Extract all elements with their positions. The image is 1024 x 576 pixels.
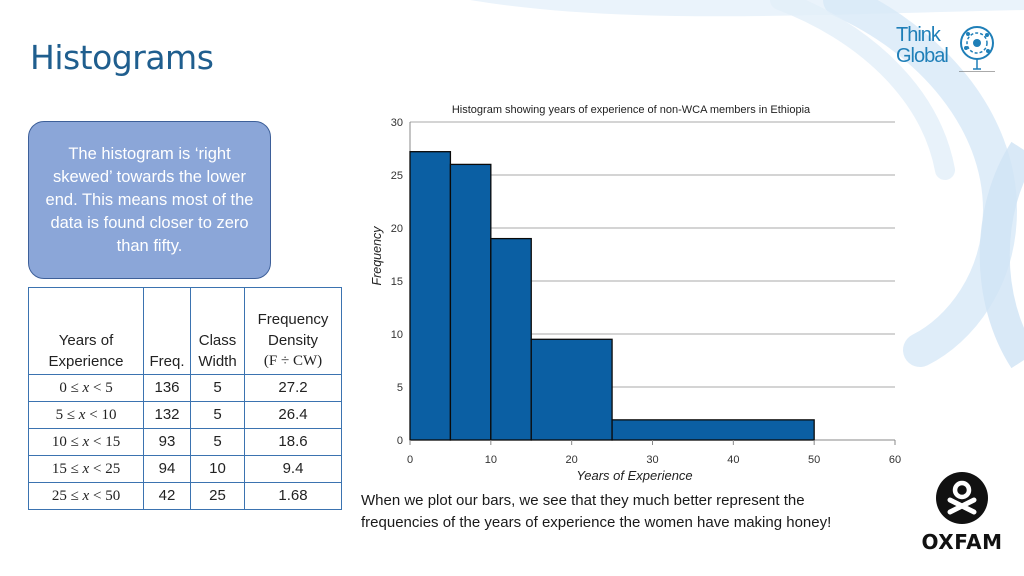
callout-text: The histogram is ‘right skewed’ towards … bbox=[45, 144, 254, 255]
table-row: 10 ≤ x < 15 93 5 18.6 bbox=[28, 428, 342, 456]
chart-title: Histogram showing years of experience of… bbox=[452, 104, 811, 116]
chart-caption: When we plot our bars, we see that they … bbox=[361, 492, 832, 531]
interval-cell: 15 ≤ x < 25 bbox=[28, 455, 144, 483]
freq-cell: 42 bbox=[143, 482, 191, 510]
freq-cell: 132 bbox=[143, 401, 191, 429]
table-row: 0 ≤ x < 5 136 5 27.2 bbox=[28, 374, 342, 402]
think-global-wordmark: Think Global bbox=[896, 24, 949, 67]
y-axis-label: Frequency bbox=[370, 226, 384, 286]
interval-cell: 0 ≤ x < 5 bbox=[28, 374, 144, 402]
freq-cell: 94 bbox=[143, 455, 191, 483]
frequency-table: Years of Experience Freq. Class Width Fr… bbox=[28, 287, 342, 510]
table-header-row: Years of Experience Freq. Class Width Fr… bbox=[28, 287, 342, 375]
header-fd-line2: Density bbox=[267, 332, 319, 349]
class-width-cell: 5 bbox=[190, 401, 245, 429]
header-fd-line3: (F ÷ CW) bbox=[263, 353, 323, 369]
histogram-bar bbox=[449, 163, 492, 441]
header-cw-line2: Width bbox=[198, 353, 237, 370]
globe-icon bbox=[959, 26, 995, 72]
think-global-line2: Global bbox=[896, 45, 949, 67]
x-tick-label: 60 bbox=[889, 454, 901, 466]
y-tick-label: 25 bbox=[391, 170, 403, 182]
y-tick-label: 0 bbox=[397, 435, 403, 447]
histogram-bar bbox=[611, 419, 815, 441]
header-fd-line1: Frequency bbox=[257, 311, 329, 328]
histogram-chart: 0 5 10 15 20 25 30 0 10 20 30 40 50 60 Histogram showi… bbox=[370, 104, 901, 483]
freq-cell: 93 bbox=[143, 428, 191, 456]
oxfam-wordmark: OXFAM bbox=[921, 530, 1003, 554]
x-tick-label: 50 bbox=[808, 454, 820, 466]
table-row: 25 ≤ x < 50 42 25 1.68 bbox=[28, 482, 342, 510]
y-tick-label: 30 bbox=[391, 117, 403, 129]
density-cell: 26.4 bbox=[244, 401, 342, 429]
slide-title: Histograms bbox=[30, 38, 214, 77]
class-width-cell: 5 bbox=[190, 374, 245, 402]
x-tick-label: 30 bbox=[646, 454, 658, 466]
class-width-cell: 25 bbox=[190, 482, 245, 510]
density-cell: 1.68 bbox=[244, 482, 342, 510]
y-tick-label: 5 bbox=[397, 382, 403, 394]
x-tick-label: 0 bbox=[407, 454, 413, 466]
header-years-of-experience: Years of Experience bbox=[28, 287, 144, 375]
density-cell: 27.2 bbox=[244, 374, 342, 402]
header-years-line2: Experience bbox=[48, 353, 124, 370]
class-width-cell: 10 bbox=[190, 455, 245, 483]
table-row: 5 ≤ x < 10 132 5 26.4 bbox=[28, 401, 342, 429]
interval-cell: 5 ≤ x < 10 bbox=[28, 401, 144, 429]
header-freq: Freq. bbox=[143, 287, 191, 375]
class-width-cell: 5 bbox=[190, 428, 245, 456]
header-frequency-density: Frequency Density (F ÷ CW) bbox=[244, 287, 342, 375]
table-row: 15 ≤ x < 25 94 10 9.4 bbox=[28, 455, 342, 483]
y-tick-label: 20 bbox=[391, 223, 403, 235]
density-cell: 18.6 bbox=[244, 428, 342, 456]
x-axis-label: Years of Experience bbox=[576, 468, 692, 483]
oxfam-person-icon bbox=[936, 472, 988, 524]
interval-cell: 25 ≤ x < 50 bbox=[28, 482, 144, 510]
header-years-line1: Years of bbox=[58, 332, 114, 349]
histogram-bar bbox=[530, 338, 613, 441]
y-tick-label: 10 bbox=[391, 329, 403, 341]
think-global-line1: Think bbox=[896, 24, 941, 46]
oxfam-logo: OXFAM bbox=[920, 470, 1004, 560]
header-cw-line1: Class bbox=[198, 332, 237, 349]
header-class-width: Class Width bbox=[190, 287, 245, 375]
x-tick-label: 20 bbox=[566, 454, 578, 466]
interval-cell: 10 ≤ x < 15 bbox=[28, 428, 144, 456]
density-cell: 9.4 bbox=[244, 455, 342, 483]
freq-cell: 136 bbox=[143, 374, 191, 402]
skew-callout: The histogram is ‘right skewed’ towards … bbox=[28, 121, 271, 279]
histogram-bar bbox=[490, 237, 532, 441]
y-tick-label: 15 bbox=[391, 276, 403, 288]
think-global-logo: Think Global bbox=[893, 22, 1003, 74]
x-tick-label: 40 bbox=[727, 454, 739, 466]
x-tick-label: 10 bbox=[485, 454, 497, 466]
histogram-bar bbox=[409, 151, 452, 441]
